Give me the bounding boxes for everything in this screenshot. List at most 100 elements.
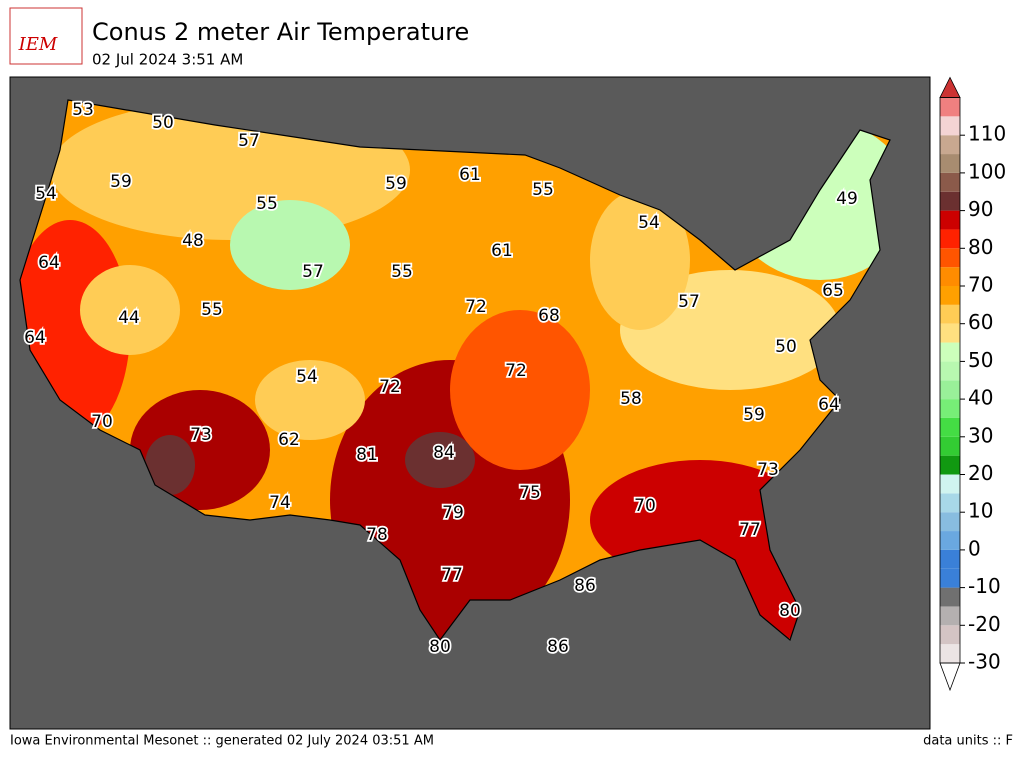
colorbar-band (940, 455, 960, 475)
station-value: 86 (547, 637, 569, 657)
colorbar-tick-label: 0 (968, 536, 981, 560)
colorbar-tick-label: 100 (968, 159, 1006, 183)
station-value: 64 (818, 395, 840, 415)
colorbar-band (940, 531, 960, 550)
station-value: 59 (110, 172, 132, 192)
colorbar-band (940, 606, 960, 626)
station-value: 54 (35, 184, 57, 204)
station-value: 77 (739, 520, 761, 540)
colorbar-band (940, 286, 960, 305)
station-value: 59 (385, 174, 407, 194)
station-value: 55 (391, 262, 413, 282)
footer-right: data units :: F (923, 734, 1013, 749)
colorbar-bottom (939, 662, 961, 692)
station-value: 57 (678, 292, 700, 312)
colorbar-band (940, 210, 960, 230)
colorbar-band (940, 361, 960, 381)
us-border (19, 99, 891, 642)
colorbar-tick-label: 50 (968, 348, 993, 372)
colorbar-band (940, 116, 960, 136)
footer-left: Iowa Environmental Mesonet :: generated … (10, 734, 434, 749)
colorbar-band (940, 587, 960, 607)
colorbar-outline (939, 97, 961, 664)
station-value: 54 (296, 367, 318, 387)
station-value: 78 (366, 525, 388, 545)
station-value: 86 (574, 576, 596, 596)
station-value: 64 (24, 328, 46, 348)
station-value: 65 (822, 281, 844, 301)
station-value: 59 (743, 405, 765, 425)
station-value: 79 (442, 503, 464, 523)
station-value: 58 (620, 389, 642, 409)
station-value: 54 (638, 213, 660, 233)
logo: IEM (9, 7, 83, 65)
station-value: 50 (152, 113, 174, 133)
colorbar-band (940, 399, 960, 418)
colorbar-band (940, 97, 960, 117)
station-value: 80 (429, 637, 451, 657)
colorbar-tick-label: 110 (968, 122, 1006, 146)
colorbar-band (940, 304, 960, 324)
colorbar-tick-label: 90 (968, 197, 993, 221)
colorbar-band (940, 267, 960, 286)
station-value: 48 (182, 231, 204, 251)
colorbar-band (940, 380, 960, 400)
subtitle: 02 Jul 2024 3:51 AM (92, 51, 243, 69)
station-value: 57 (302, 262, 324, 282)
colorbar-tick-label: 10 (968, 499, 993, 523)
colorbar-band (940, 474, 960, 494)
colorbar-band (940, 323, 960, 343)
colorbar-band (940, 625, 960, 645)
title: Conus 2 meter Air Temperature (92, 18, 469, 46)
station-value: 64 (38, 253, 60, 273)
station-value: 53 (72, 100, 94, 120)
station-value: 49 (836, 189, 858, 209)
station-value: 61 (491, 241, 513, 261)
station-value: 50 (775, 337, 797, 357)
station-value: 73 (757, 460, 779, 480)
station-value: 84 (433, 443, 455, 463)
colorbar-tick-label: 70 (968, 273, 993, 297)
colorbar-tick-label: 20 (968, 461, 993, 485)
station-value: 55 (256, 194, 278, 214)
colorbar-band (940, 172, 960, 192)
colorbar-tick-label: -10 (968, 574, 1001, 598)
colorbar-band (940, 436, 960, 456)
station-value: 81 (356, 445, 378, 465)
logo-text: IEM (18, 34, 58, 55)
colorbar-tick-label: 60 (968, 310, 993, 334)
station-value: 77 (441, 565, 463, 585)
colorbar-top (939, 76, 961, 98)
colorbar-band (940, 248, 960, 268)
station-value: 55 (201, 300, 223, 320)
station-value: 61 (459, 165, 481, 185)
colorbar-band (940, 191, 960, 211)
colorbar-band (940, 417, 960, 437)
station-value: 68 (538, 306, 560, 326)
colorbar-tick-label: 30 (968, 423, 993, 447)
station-value: 70 (91, 412, 113, 432)
colorbar-band (940, 154, 960, 173)
colorbar-band (940, 644, 960, 663)
colorbar-band (940, 568, 960, 588)
colorbar-tick-label: -20 (968, 612, 1001, 636)
colorbar-band (940, 342, 960, 362)
station-value: 72 (379, 377, 401, 397)
colorbar-tick-label: 40 (968, 386, 993, 410)
station-value: 75 (519, 483, 541, 503)
station-value: 62 (278, 430, 300, 450)
station-value: 72 (505, 361, 527, 381)
station-value: 73 (190, 425, 212, 445)
station-value: 72 (465, 297, 487, 317)
station-value: 80 (779, 601, 801, 621)
colorbar-tick-label: 80 (968, 235, 993, 259)
station-value: 55 (532, 180, 554, 200)
colorbar-tick-label: -30 (968, 650, 1001, 674)
station-value: 74 (269, 493, 291, 513)
station-value: 44 (118, 308, 140, 328)
station-value: 70 (634, 496, 656, 516)
colorbar-band (940, 549, 960, 569)
colorbar-band (940, 493, 960, 513)
colorbar: -30 -20 -10 0 10 20 30 40 50 60 70 80 90 100 110 (939, 76, 1006, 692)
